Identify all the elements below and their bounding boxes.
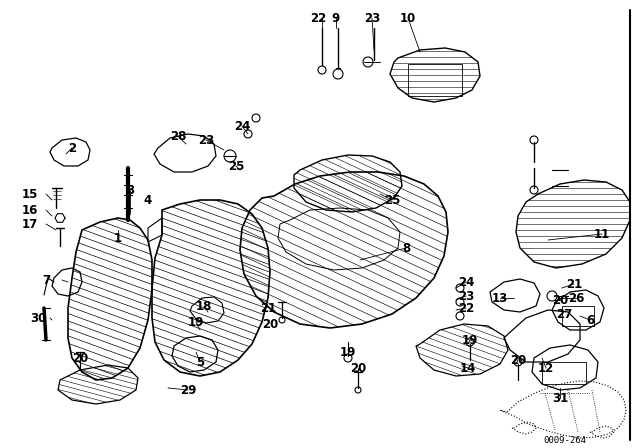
Text: 11: 11 — [594, 228, 610, 241]
Text: 19: 19 — [340, 345, 356, 358]
Text: 22: 22 — [458, 302, 474, 314]
Text: 9: 9 — [332, 12, 340, 25]
Text: 20: 20 — [350, 362, 366, 375]
Text: 31: 31 — [552, 392, 568, 405]
Text: 26: 26 — [568, 292, 584, 305]
Text: 23: 23 — [198, 134, 214, 146]
Text: 1: 1 — [114, 232, 122, 245]
Text: 24: 24 — [234, 120, 250, 133]
Text: 22: 22 — [310, 12, 326, 25]
Text: 0009-264: 0009-264 — [543, 435, 586, 444]
Text: 18: 18 — [196, 300, 212, 313]
Text: 13: 13 — [492, 292, 508, 305]
Text: 17: 17 — [22, 217, 38, 231]
Text: 21: 21 — [260, 302, 276, 314]
Text: 29: 29 — [180, 383, 196, 396]
Text: 7: 7 — [42, 273, 50, 287]
Text: 16: 16 — [22, 203, 38, 216]
Text: 21: 21 — [566, 277, 582, 290]
Text: 23: 23 — [364, 12, 380, 25]
Text: 27: 27 — [556, 307, 572, 320]
Text: 15: 15 — [22, 188, 38, 201]
Text: 14: 14 — [460, 362, 476, 375]
Text: 23: 23 — [458, 289, 474, 302]
Text: 20: 20 — [552, 293, 568, 306]
Text: 4: 4 — [144, 194, 152, 207]
Text: 3: 3 — [126, 184, 134, 197]
Text: 25: 25 — [228, 159, 244, 172]
Text: 19: 19 — [188, 315, 204, 328]
Text: 20: 20 — [262, 318, 278, 331]
Text: 2: 2 — [68, 142, 76, 155]
Text: 25: 25 — [384, 194, 400, 207]
Text: 30: 30 — [30, 311, 46, 324]
Text: 8: 8 — [402, 241, 410, 254]
Text: 12: 12 — [538, 362, 554, 375]
Text: 20: 20 — [510, 353, 526, 366]
Text: 24: 24 — [458, 276, 474, 289]
Text: 28: 28 — [170, 129, 186, 142]
Text: 19: 19 — [462, 333, 478, 346]
Text: 5: 5 — [196, 356, 204, 369]
Text: 10: 10 — [400, 12, 416, 25]
Text: 20: 20 — [72, 352, 88, 365]
Text: 6: 6 — [586, 314, 594, 327]
